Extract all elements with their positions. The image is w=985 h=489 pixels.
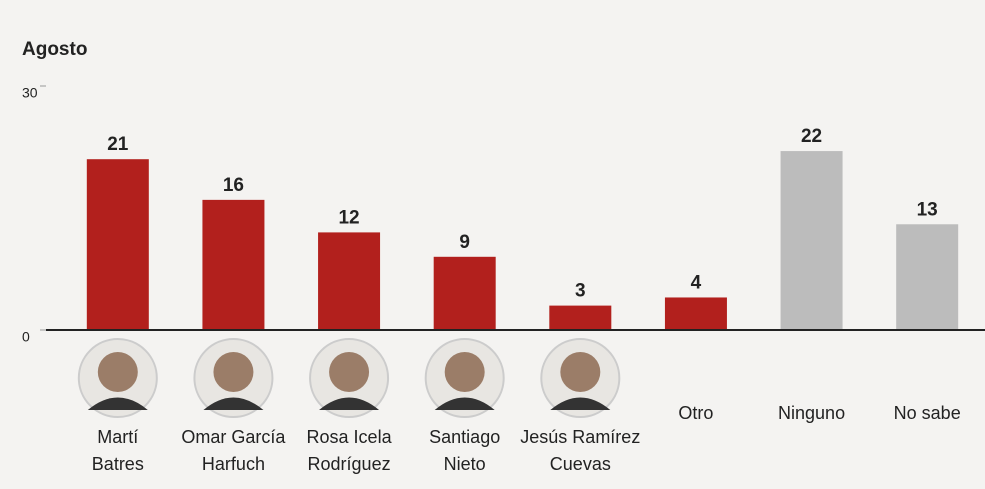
x-tick-label: Harfuch	[202, 454, 265, 474]
bar	[434, 257, 496, 330]
y-tick-label: 0	[22, 329, 30, 345]
x-tick-label: Omar García	[181, 427, 286, 447]
bar	[318, 232, 380, 330]
x-tick-label: Rodríguez	[308, 454, 391, 474]
chart: Agosto 0 30 21 Martí Batres 16 Omar García Harf…	[0, 0, 985, 489]
portrait-face	[329, 352, 369, 392]
bar	[549, 306, 611, 330]
portrait-face	[560, 352, 600, 392]
y-tick-label: 30	[22, 85, 38, 101]
data-label: 21	[107, 134, 129, 155]
bar	[665, 297, 727, 330]
data-label: 12	[338, 207, 359, 228]
data-label: 13	[917, 199, 938, 220]
data-label: 16	[223, 175, 244, 196]
x-tick-label: Otro	[678, 403, 713, 423]
x-tick-label: Cuevas	[550, 454, 611, 474]
x-tick-label: Santiago	[429, 427, 500, 447]
portrait-face	[445, 352, 485, 392]
data-label: 9	[459, 232, 470, 253]
chart-title: Agosto	[22, 39, 87, 60]
bar	[87, 159, 149, 330]
portrait-face	[213, 352, 253, 392]
bar	[781, 151, 843, 330]
data-label: 4	[691, 272, 702, 293]
bar	[896, 224, 958, 330]
x-tick-label: Batres	[92, 454, 144, 474]
data-label: 3	[575, 281, 586, 302]
x-tick-label: No sabe	[894, 403, 961, 423]
x-tick-label: Rosa Icela	[307, 427, 393, 447]
bar	[202, 200, 264, 330]
x-tick-label: Ninguno	[778, 403, 845, 423]
x-tick-label: Nieto	[444, 454, 486, 474]
data-label: 22	[801, 126, 822, 147]
portrait-face	[98, 352, 138, 392]
x-tick-label: Martí	[97, 427, 138, 447]
x-tick-label: Jesús Ramírez	[520, 427, 640, 447]
